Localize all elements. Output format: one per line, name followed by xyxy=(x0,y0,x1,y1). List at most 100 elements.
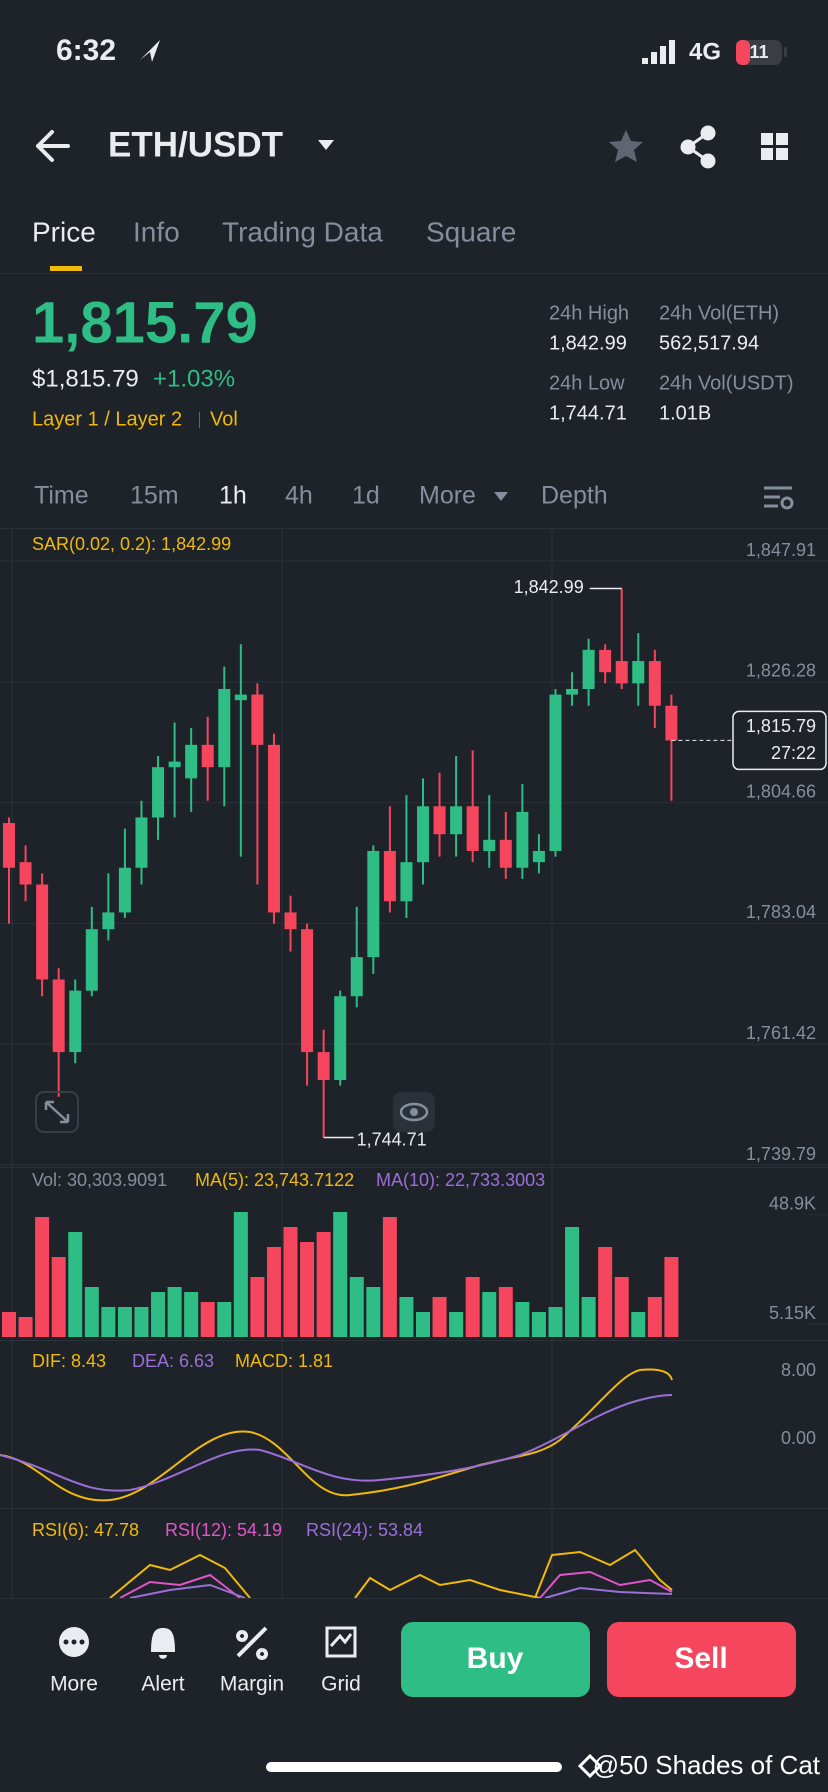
candle-body xyxy=(417,806,429,863)
macd-tick: 8.00 xyxy=(781,1360,816,1380)
volume-bar xyxy=(614,1277,629,1337)
interval[interactable]: 1h xyxy=(219,482,247,510)
volume-bar xyxy=(482,1292,497,1337)
toolbar-label[interactable]: Grid xyxy=(321,1673,361,1696)
volume-bar xyxy=(2,1312,16,1337)
expand-button[interactable] xyxy=(35,1091,79,1133)
eye-pupil[interactable] xyxy=(410,1108,418,1116)
macd-value: MACD: 1.81 xyxy=(235,1351,333,1371)
candle-body xyxy=(350,957,363,997)
high-label: 1,842.99 xyxy=(514,577,584,597)
candle-body xyxy=(549,694,562,851)
candle-body xyxy=(632,661,645,684)
battery-tip xyxy=(784,47,787,57)
candle-body xyxy=(135,817,148,868)
favorite-icon[interactable] xyxy=(609,130,643,162)
home-indicator xyxy=(266,1762,562,1772)
chart-settings-icon[interactable] xyxy=(764,486,794,510)
candle-body xyxy=(532,850,545,863)
alert-icon[interactable] xyxy=(151,1628,175,1659)
candle-body xyxy=(168,761,181,768)
rsi24: RSI(24): 53.84 xyxy=(306,1520,423,1540)
buy-label[interactable]: Buy xyxy=(467,1642,524,1675)
price-change: +1.03% xyxy=(153,365,235,392)
candle-body xyxy=(69,990,82,1053)
volume-bar xyxy=(432,1297,447,1337)
toolbar-label[interactable]: Alert xyxy=(141,1673,184,1696)
expand-icon[interactable] xyxy=(44,1100,70,1124)
candle-body xyxy=(450,806,463,835)
candle-body xyxy=(599,649,612,673)
pair-title[interactable]: ETH/USDT xyxy=(108,125,283,164)
tag[interactable]: Layer 1 / Layer 2 xyxy=(32,408,182,430)
interval[interactable]: 15m xyxy=(130,482,179,510)
battery-level xyxy=(736,40,750,65)
back-button[interactable] xyxy=(36,130,70,162)
toolbar-label[interactable]: More xyxy=(50,1673,98,1696)
rsi6: RSI(6): 47.78 xyxy=(32,1520,139,1540)
candle-body xyxy=(118,867,131,913)
tab[interactable]: Price xyxy=(32,216,96,247)
interval[interactable]: 4h xyxy=(285,482,313,510)
share-icon[interactable] xyxy=(680,125,716,169)
candle-body xyxy=(499,839,512,868)
tab[interactable]: Square xyxy=(426,216,516,247)
volume-bar xyxy=(465,1277,480,1337)
margin-icon[interactable] xyxy=(236,1626,269,1660)
volume-bar xyxy=(101,1307,116,1337)
candle-body xyxy=(433,806,446,835)
rsi12-line xyxy=(119,1570,673,1599)
buy-button[interactable] xyxy=(401,1622,590,1697)
candle-body xyxy=(516,811,529,868)
volume-bar xyxy=(134,1307,149,1337)
more-caret[interactable] xyxy=(494,492,508,501)
stat-value: 562,517.94 xyxy=(659,332,759,354)
macd-tick: 0.00 xyxy=(781,1428,816,1448)
pair-caret[interactable] xyxy=(318,140,334,150)
sell-button[interactable] xyxy=(607,1622,796,1697)
grid-icon[interactable] xyxy=(325,1626,357,1658)
volume-bar xyxy=(366,1287,381,1337)
layout-icon[interactable] xyxy=(761,133,788,160)
stat-value: 1.01B xyxy=(659,402,711,424)
candle-body xyxy=(284,912,297,930)
candle-body xyxy=(648,661,661,706)
volume-bar xyxy=(531,1312,546,1337)
volume-bar xyxy=(51,1257,66,1337)
tag[interactable]: Vol xyxy=(210,408,238,430)
last-price: 1,815.79 xyxy=(32,290,258,355)
eye-icon[interactable] xyxy=(399,1102,429,1122)
volume-bar xyxy=(581,1297,596,1337)
macd-dif: DIF: 8.43 xyxy=(32,1351,106,1371)
candle-body xyxy=(400,862,413,902)
volume-bar xyxy=(283,1227,298,1337)
sell-label[interactable]: Sell xyxy=(674,1642,727,1675)
tab[interactable]: Trading Data xyxy=(222,216,383,247)
tab[interactable]: Info xyxy=(133,216,180,247)
volume-bar xyxy=(200,1302,215,1337)
divider xyxy=(0,1167,828,1168)
rsi12: RSI(12): 54.19 xyxy=(165,1520,282,1540)
divider xyxy=(0,273,828,274)
macd-dea-line xyxy=(0,1394,673,1492)
candle-body xyxy=(85,929,98,991)
interval[interactable]: Time xyxy=(34,482,89,510)
interval[interactable]: Depth xyxy=(541,482,608,510)
interval[interactable]: More xyxy=(419,482,476,510)
candle-body xyxy=(52,979,65,1053)
interval[interactable]: 1d xyxy=(352,482,380,510)
stat-label: 24h Vol(USDT) xyxy=(659,372,794,394)
network: 4G xyxy=(689,38,721,65)
volume-bar xyxy=(399,1297,414,1337)
candles: 1,842.99 1,744.71 1,815.79 27:22 xyxy=(3,577,827,1149)
toolbar-label[interactable]: Margin xyxy=(220,1673,284,1696)
volume-bar xyxy=(18,1317,33,1337)
location-icon xyxy=(140,40,160,62)
low-label: 1,744.71 xyxy=(357,1129,427,1149)
volume-bar xyxy=(233,1212,248,1337)
candle-body xyxy=(3,823,15,868)
volume-bar xyxy=(515,1302,530,1337)
volume-bar xyxy=(250,1277,265,1337)
